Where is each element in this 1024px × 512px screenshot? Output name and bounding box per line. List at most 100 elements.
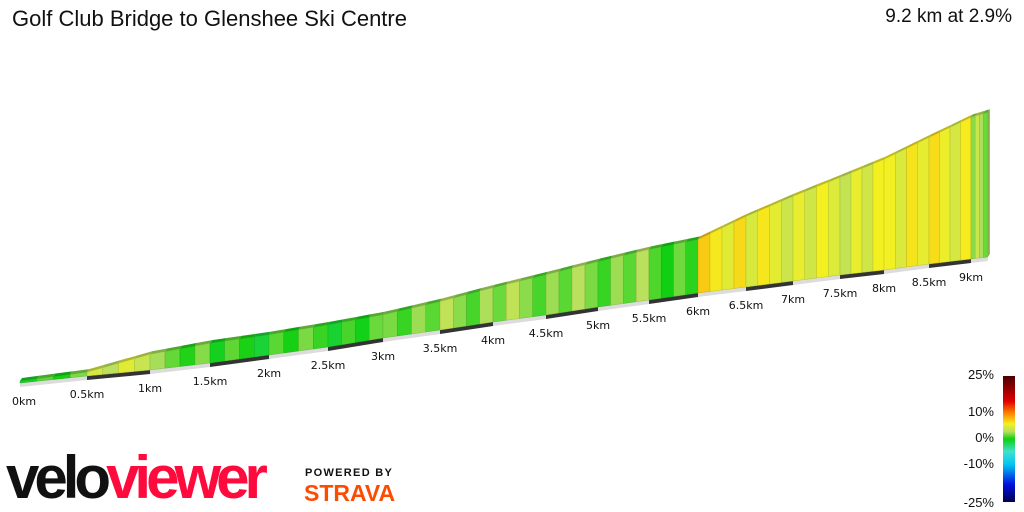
- profile-segment-top: [975, 111, 982, 117]
- x-tick-label: 3km: [371, 350, 395, 363]
- profile-segment: [571, 264, 586, 312]
- profile-segment: [597, 258, 611, 308]
- profile-segment-top: [906, 139, 920, 149]
- profile-segment: [883, 153, 896, 271]
- x-tick-label: 6km: [686, 305, 710, 318]
- profile-segment-top: [585, 258, 600, 265]
- profile-segment-top: [87, 364, 105, 373]
- profile-segment: [970, 115, 976, 260]
- profile-segment-top: [102, 360, 121, 368]
- profile-segment-top: [884, 150, 898, 160]
- profile-segment: [983, 111, 988, 258]
- profile-segment: [179, 345, 196, 367]
- profile-segment-top: [983, 109, 990, 114]
- profile-segment-top: [698, 230, 712, 240]
- profile-segment: [224, 338, 240, 362]
- profile-segment-top: [546, 268, 561, 275]
- profile-segment-top: [493, 281, 509, 288]
- profile-segment-top: [180, 342, 197, 349]
- distance-ribbon-segment: [649, 293, 698, 304]
- profile-segment: [268, 331, 284, 356]
- profile-segment: [439, 297, 454, 331]
- x-tick-label: 2.5km: [311, 359, 346, 372]
- profile-segment-top: [20, 375, 39, 381]
- profile-segment-top: [636, 246, 651, 253]
- x-tick-label: 9km: [959, 271, 983, 284]
- x-tick-label: 0.5km: [70, 388, 105, 401]
- profile-segment-top: [757, 203, 772, 212]
- profile-segment-top: [397, 305, 414, 312]
- distance-ribbon-segment: [210, 355, 269, 367]
- profile-segment: [532, 274, 547, 317]
- profile-segment: [816, 181, 829, 279]
- x-tick-labels: 0km 0.5km 1km 1.5km 2km 2.5km 3km 3.5km 4km 4.5km…: [12, 271, 983, 408]
- profile-segment-top: [355, 314, 372, 320]
- profile-segment-top: [828, 174, 842, 183]
- profile-segment-top: [673, 238, 688, 245]
- profile-segment: [979, 113, 984, 259]
- profile-segment: [828, 177, 841, 277]
- x-tick-label: 0km: [12, 395, 36, 408]
- distance-ribbon-segment: [328, 338, 383, 351]
- profile-segment: [298, 326, 314, 352]
- profile-segment-top: [425, 298, 442, 305]
- profile-segment: [453, 294, 467, 329]
- profile-segment: [975, 114, 980, 259]
- profile-segment: [341, 319, 356, 345]
- profile-segment: [850, 168, 863, 274]
- profile-segment-top: [661, 241, 676, 247]
- profile-segment: [239, 336, 255, 360]
- distance-ribbon-segment: [840, 270, 884, 279]
- x-tick-label: 7km: [781, 293, 805, 306]
- profile-segment-top: [793, 188, 807, 197]
- profile-segment-top: [341, 316, 358, 323]
- profile-segment: [895, 148, 907, 269]
- profile-segment-top: [254, 331, 271, 337]
- profile-segment: [164, 348, 181, 369]
- profile-segment-top: [118, 355, 137, 364]
- profile-segment: [781, 195, 794, 283]
- profile-segment-top: [239, 333, 257, 339]
- distance-ribbon-segment: [440, 322, 493, 334]
- profile-segment-top: [746, 208, 760, 217]
- legend-label-minus10: -10%: [963, 456, 994, 471]
- distance-ribbon-segment: [20, 376, 87, 387]
- profile-end-cap: [987, 109, 990, 257]
- x-tick-label: 6.5km: [729, 299, 764, 312]
- profile-segment-top: [150, 348, 167, 355]
- profile-segment: [506, 280, 520, 321]
- profile-segment-top: [649, 243, 664, 250]
- profile-segment: [466, 290, 480, 327]
- profile-segment: [254, 334, 270, 358]
- profile-segment: [355, 316, 370, 343]
- profile-segment-top: [195, 340, 212, 346]
- profile-segment-top: [532, 271, 548, 278]
- profile-segment: [769, 201, 782, 285]
- profile-segment-top: [851, 165, 864, 173]
- profile-segment: [545, 271, 560, 316]
- profile-segment-top: [623, 249, 639, 256]
- distance-ribbon-segment: [929, 259, 971, 268]
- x-tick-label: 1.5km: [193, 375, 228, 388]
- profile-segment-top: [519, 274, 535, 282]
- x-tick-label: 7.5km: [823, 287, 858, 300]
- profile-segment: [757, 206, 770, 286]
- profile-segment: [839, 172, 852, 276]
- profile-segment-top: [971, 113, 978, 118]
- profile-segment: [411, 304, 426, 335]
- profile-segment: [673, 241, 686, 297]
- profile-segment-top: [298, 324, 316, 330]
- profile-segment: [661, 244, 674, 299]
- distance-ribbon-segment: [884, 264, 929, 274]
- profile-segment-top: [328, 319, 344, 325]
- veloviewer-logo: veloviewer: [6, 444, 268, 511]
- profile-segment-top: [70, 369, 89, 375]
- distance-ribbon-segment: [746, 281, 793, 291]
- profile-segment-top: [313, 321, 330, 328]
- profile-segment: [636, 249, 650, 302]
- legend-label-minus25: -25%: [963, 495, 994, 510]
- profile-segment: [648, 246, 662, 301]
- distance-ribbon-segment: [793, 275, 840, 285]
- x-tick-label: 1km: [138, 382, 162, 395]
- profile-segment: [745, 211, 758, 288]
